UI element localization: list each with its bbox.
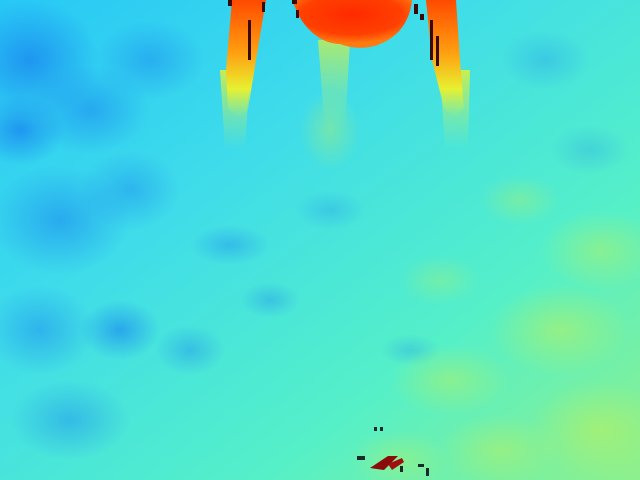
warm-patches [300,90,640,480]
cold-patches [0,0,630,460]
subject-body [292,0,412,48]
hot-spot-artifact [357,427,429,476]
edge-artifacts [228,0,439,66]
subject-legs [226,0,464,118]
